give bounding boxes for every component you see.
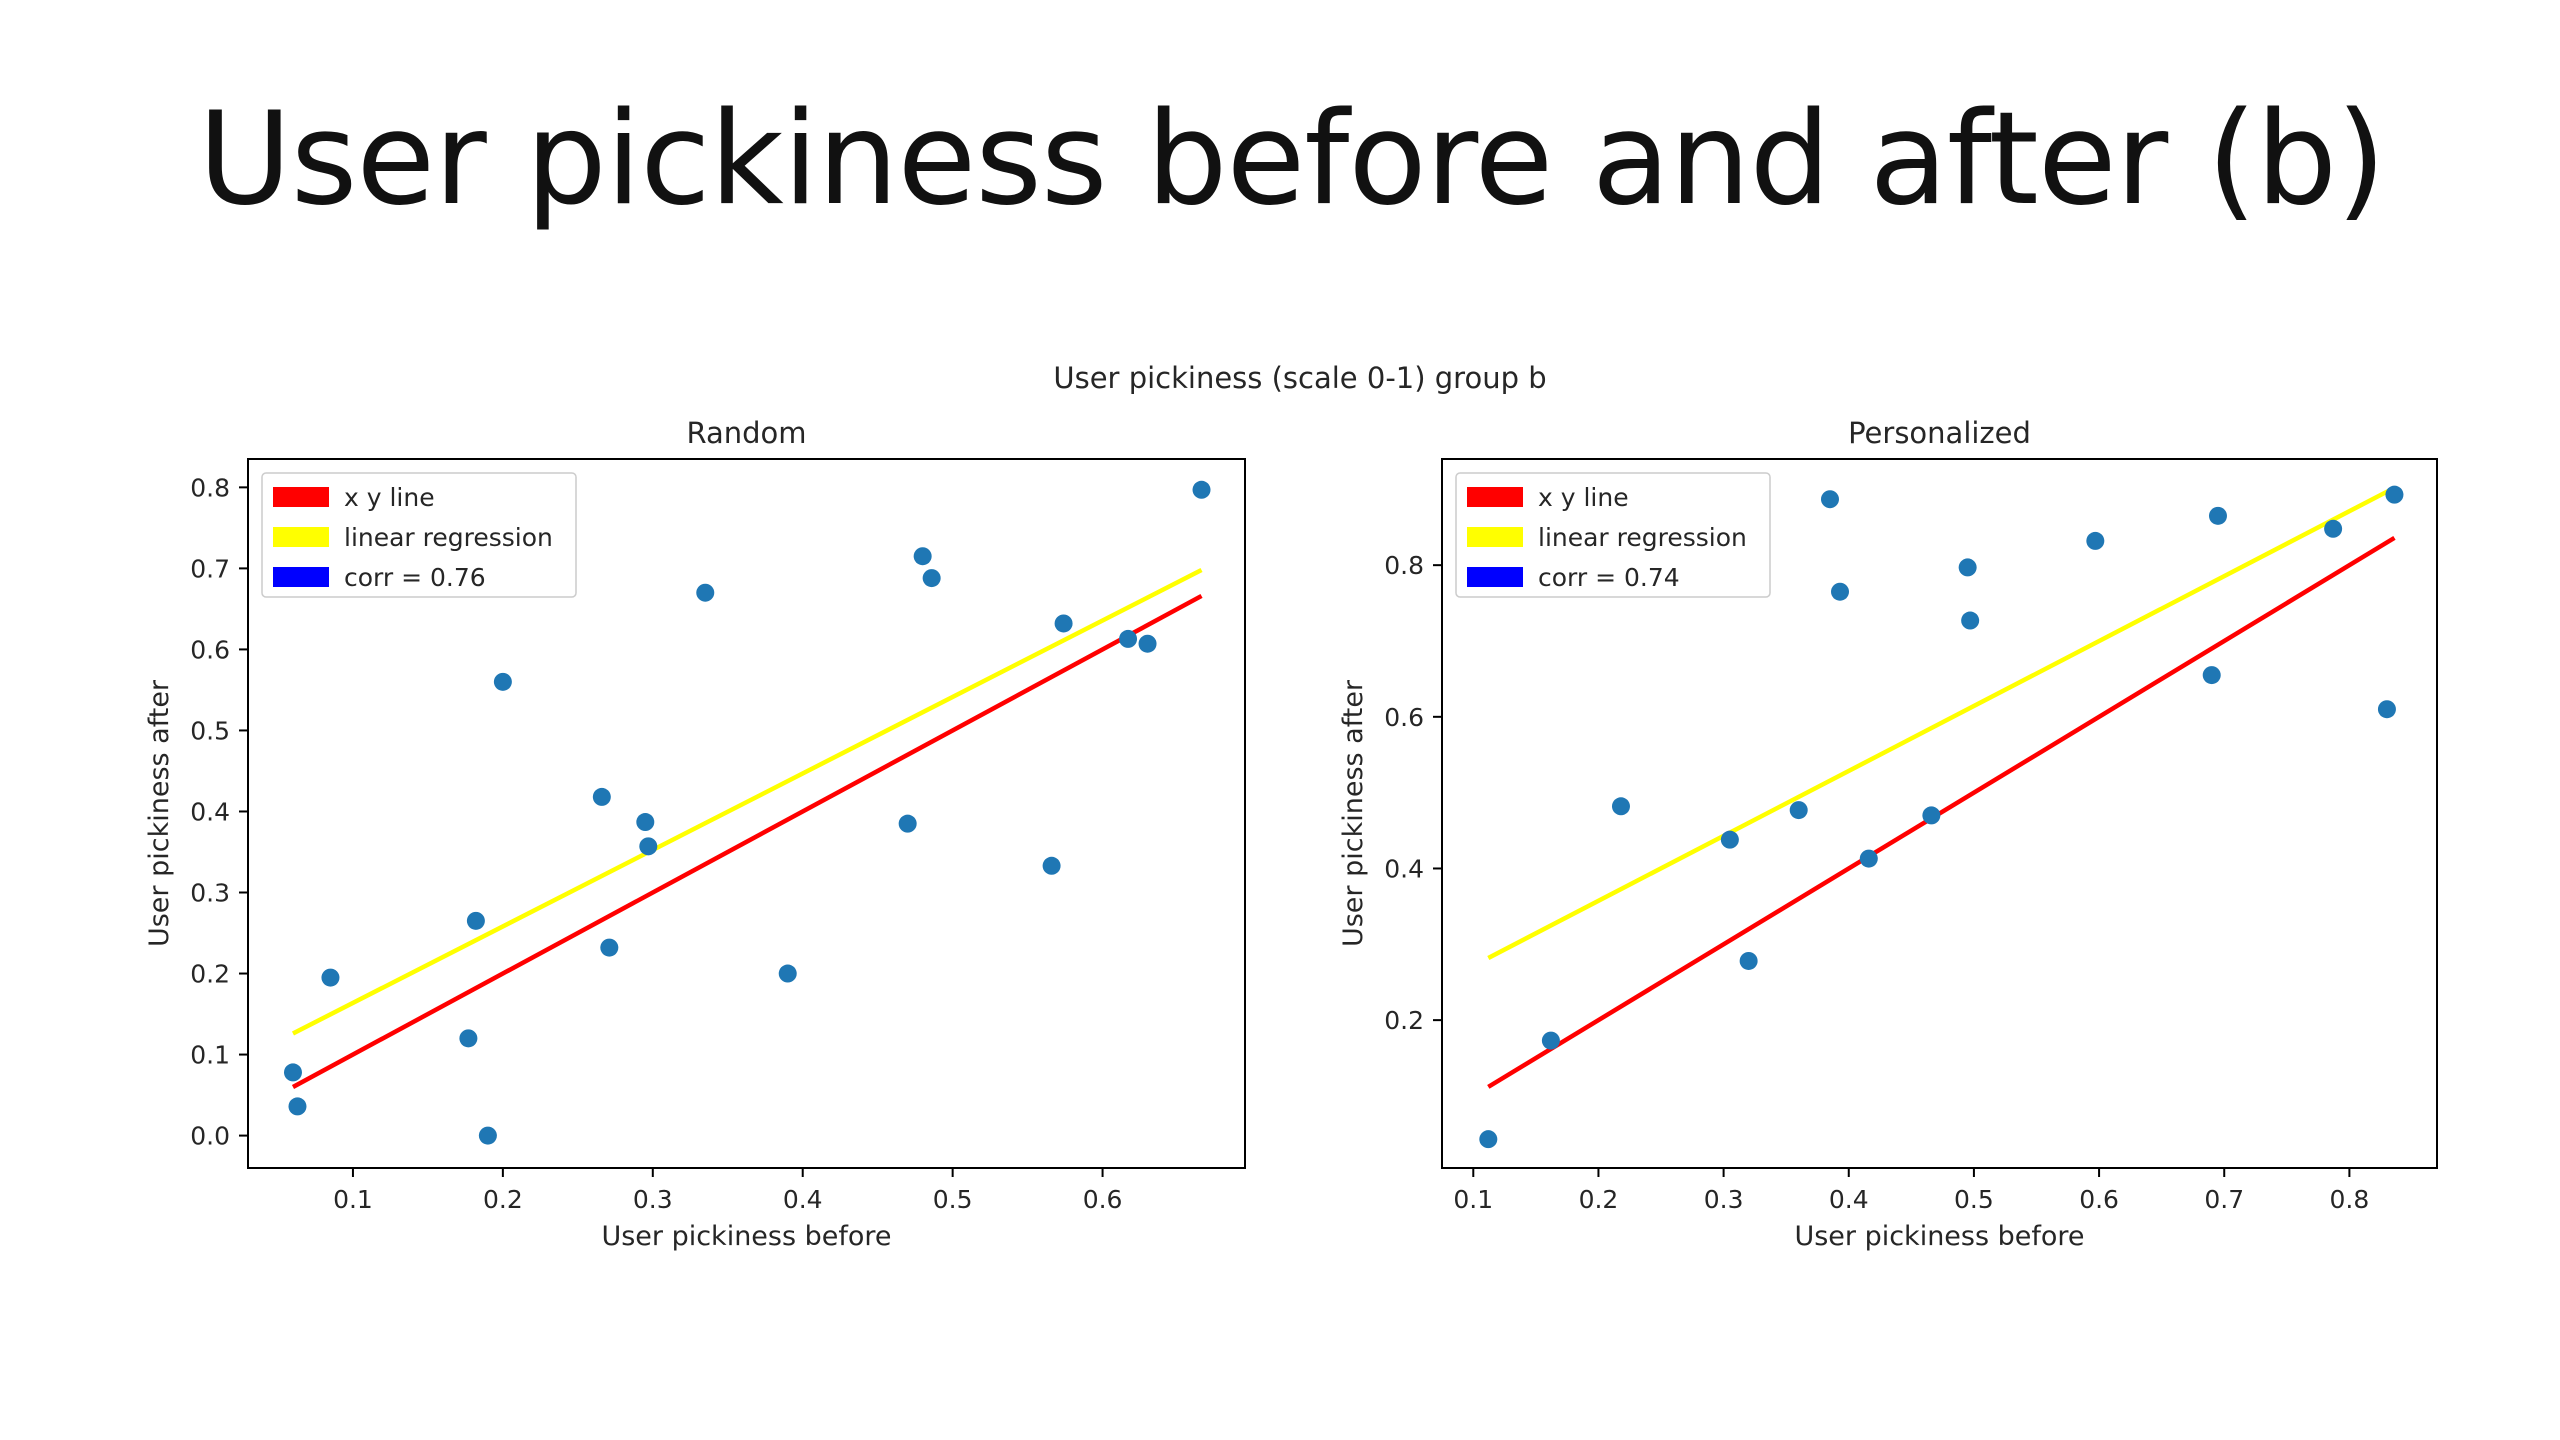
scatter-point (493, 672, 512, 691)
y-tick-label: 0.8 (190, 473, 230, 502)
scatter-point (600, 938, 619, 957)
legend-label: linear regression (1538, 523, 1747, 552)
x-tick-label: 0.3 (1704, 1185, 1744, 1214)
xy-line (291, 593, 1203, 1089)
chart-title: Random (686, 416, 806, 450)
legend-patch (273, 527, 329, 547)
scatter-point (913, 547, 932, 566)
scatter-point (1119, 629, 1138, 648)
legend-label: corr = 0.74 (1538, 563, 1680, 592)
y-axis-label: User pickiness after (144, 679, 175, 947)
scatter-point (636, 813, 655, 832)
figure-suptitle: User pickiness (scale 0-1) group b (1053, 361, 1546, 395)
regression-line (1487, 485, 2396, 960)
scatter-point (466, 911, 485, 930)
slide-title: User pickiness before and after (b) (198, 85, 2386, 234)
x-tick-label: 0.4 (783, 1185, 823, 1214)
legend-label: linear regression (344, 523, 553, 552)
x-tick-label: 0.5 (1954, 1185, 1994, 1214)
regression-line (291, 568, 1203, 1036)
y-tick-label: 0.2 (190, 960, 230, 989)
x-tick-label: 0.2 (483, 1185, 523, 1214)
x-tick-label: 0.1 (1453, 1185, 1493, 1214)
scatter-point (288, 1097, 307, 1116)
scatter-point (1739, 951, 1758, 970)
scatter-point (321, 968, 340, 987)
legend-patch (1467, 487, 1523, 507)
x-tick-label: 0.2 (1579, 1185, 1619, 1214)
scatter-point (1541, 1031, 1560, 1050)
scatter-point (283, 1063, 302, 1082)
scatter-point (1820, 490, 1839, 509)
y-axis-label: User pickiness after (1338, 679, 1369, 947)
legend-label: x y line (1538, 483, 1629, 512)
scatter-point (639, 837, 658, 856)
x-tick-label: 0.6 (2079, 1185, 2119, 1214)
scatter-point (1961, 611, 1980, 630)
x-tick-label: 0.5 (933, 1185, 973, 1214)
scatter-point (778, 964, 797, 983)
y-tick-label: 0.0 (190, 1122, 230, 1151)
scatter-point (459, 1029, 478, 1048)
legend-box (1455, 472, 1771, 598)
scatter-point (1479, 1130, 1498, 1149)
legend-patch (273, 487, 329, 507)
scatter-point (2324, 519, 2343, 538)
xy-line (1487, 535, 2396, 1089)
scatter-point (2208, 506, 2227, 525)
y-tick-label: 0.7 (190, 554, 230, 583)
scatter-point (2385, 485, 2404, 504)
legend-box (261, 472, 577, 598)
scatter-point (1720, 830, 1739, 849)
x-axis-label: User pickiness before (1794, 1221, 2084, 1252)
scatter-point (1831, 582, 1849, 601)
x-tick-label: 0.4 (1829, 1185, 1869, 1214)
scatter-point (1958, 558, 1977, 577)
x-tick-label: 0.8 (2330, 1185, 2370, 1214)
legend-patch (1467, 527, 1523, 547)
scatter-point (2086, 531, 2105, 550)
scatter-point (1042, 856, 1061, 875)
x-tick-label: 0.7 (2204, 1185, 2244, 1214)
y-tick-label: 0.4 (190, 797, 230, 826)
legend-patch (273, 567, 329, 587)
y-tick-label: 0.2 (1384, 1006, 1424, 1035)
legend-patch (1467, 567, 1523, 587)
scatter-point (1922, 806, 1941, 825)
scatter-point (1138, 634, 1157, 653)
chart-random: Random 0.1 0.2 0.3 0.4 0.5 0.6 0.0 0.1 0.2 0.3 0.4 0… (144, 416, 1246, 1252)
legend-label: corr = 0.76 (344, 563, 486, 592)
scatter-point (1611, 797, 1630, 816)
y-tick-label: 0.8 (1384, 551, 1424, 580)
chart-title: Personalized (1848, 416, 2031, 450)
x-tick-label: 0.3 (633, 1185, 673, 1214)
scatter-point (1054, 614, 1073, 633)
x-tick-label: 0.6 (1083, 1185, 1123, 1214)
chart-personalized: Personalized 0.1 0.2 0.3 0.4 0.5 0.6 0.7 0.8 0.2 0… (1338, 416, 2438, 1252)
scatter-point (592, 787, 611, 806)
scatter-point (898, 814, 917, 833)
legend-label: x y line (344, 483, 435, 512)
x-axis-label: User pickiness before (601, 1221, 891, 1252)
y-tick-label: 0.4 (1384, 854, 1424, 883)
y-tick-label: 0.6 (1384, 703, 1424, 732)
x-tick-label: 0.1 (333, 1185, 373, 1214)
y-tick-label: 0.3 (190, 879, 230, 908)
scatter-point (922, 569, 941, 588)
scatter-point (1192, 480, 1211, 499)
scatter-point (2202, 666, 2221, 685)
y-tick-label: 0.6 (190, 635, 230, 664)
scatter-point (2377, 700, 2396, 719)
scatter-point (696, 583, 715, 602)
scatter-point (1789, 801, 1808, 820)
scatter-point (1859, 849, 1878, 868)
y-tick-label: 0.1 (190, 1041, 230, 1070)
y-tick-label: 0.5 (190, 716, 230, 745)
scatter-point (478, 1126, 497, 1145)
